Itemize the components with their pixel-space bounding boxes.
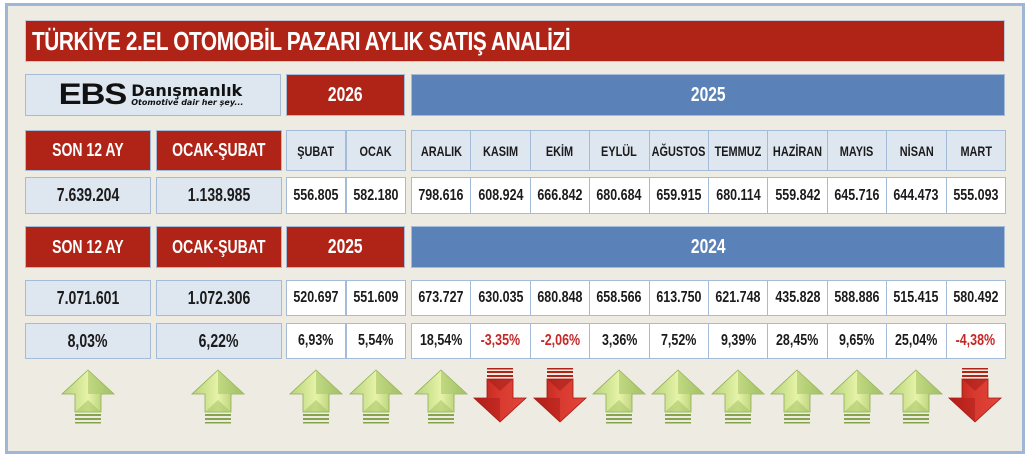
month-value: 659.915: [648, 177, 709, 214]
down-arrow-icon: [473, 368, 528, 423]
month-value: 680.684: [589, 177, 650, 214]
month-header: ŞUBAT: [286, 130, 346, 171]
change-value: 9,39%: [708, 323, 769, 359]
month-value: 621.748: [708, 280, 769, 316]
month-header: KASIM: [470, 130, 531, 171]
year-header-2025-b: 2025: [286, 226, 405, 268]
ebs-logo: EBS Danışmanlık Otomotive dair her şey..…: [25, 74, 281, 116]
month-value: 551.609: [345, 280, 406, 316]
up-arrow-icon: [190, 369, 246, 424]
up-arrow-icon: [710, 369, 765, 424]
change-value: 3,36%: [589, 323, 650, 359]
header-son-12-ay-2: SON 12 AY: [25, 226, 151, 268]
up-arrow-icon: [348, 369, 404, 424]
year-header-2024: 2024: [411, 226, 1005, 268]
change-value: 25,04%: [886, 323, 947, 359]
change-son-12-ay: 8,03%: [25, 323, 151, 359]
month-value: 644.473: [886, 177, 947, 214]
month-value: 666.842: [529, 177, 591, 214]
month-header: EKİM: [529, 130, 591, 171]
month-value: 798.616: [411, 177, 472, 214]
change-value: 28,45%: [767, 323, 828, 359]
month-header: NİSAN: [886, 130, 947, 171]
change-value: 6,93%: [286, 323, 346, 359]
value-ocak-subat-2025: 1.072.306: [156, 280, 282, 316]
down-arrow-icon: [532, 368, 587, 423]
up-arrow-icon: [888, 369, 943, 424]
value-son-12-ay-2026: 7.639.204: [25, 177, 151, 214]
month-value: 645.716: [826, 177, 888, 214]
up-arrow-icon: [413, 369, 468, 424]
month-value: 588.886: [826, 280, 888, 316]
logo-brand: EBS: [58, 78, 127, 111]
up-arrow-icon: [829, 369, 884, 424]
up-arrow-icon: [770, 369, 825, 424]
change-value: 7,52%: [648, 323, 709, 359]
month-value: 630.035: [470, 280, 531, 316]
month-header: ARALIK: [411, 130, 472, 171]
header-ocak-subat-2: OCAK-ŞUBAT: [156, 226, 282, 268]
year-header-2026: 2026: [286, 74, 405, 116]
logo-tagline: Otomotive dair her şey...: [131, 98, 244, 107]
value-ocak-subat-2026: 1.138.985: [156, 177, 282, 214]
month-value: 435.828: [767, 280, 828, 316]
up-arrow-icon: [288, 369, 344, 424]
month-value: 608.924: [470, 177, 531, 214]
change-ocak-subat: 6,22%: [156, 323, 282, 359]
month-value: 613.750: [648, 280, 709, 316]
month-value: 673.727: [411, 280, 472, 316]
up-arrow-icon: [60, 369, 116, 424]
month-value: 582.180: [345, 177, 406, 214]
change-value: -2,06%: [529, 323, 591, 359]
change-value: 18,54%: [411, 323, 472, 359]
change-value: -3,35%: [470, 323, 531, 359]
year-header-2025: 2025: [411, 74, 1005, 116]
change-value: -4,38%: [945, 323, 1006, 359]
logo-name: Danışmanlık: [131, 81, 243, 100]
up-arrow-icon: [651, 369, 706, 424]
month-value: 580.492: [945, 280, 1006, 316]
down-arrow-icon: [948, 368, 1003, 423]
month-header: HAZİRAN: [767, 130, 828, 171]
change-value: 9,65%: [826, 323, 888, 359]
change-value: 5,54%: [345, 323, 406, 359]
month-header: MAYIS: [826, 130, 888, 171]
month-value: 555.093: [945, 177, 1006, 214]
month-header: TEMMUZ: [708, 130, 769, 171]
month-value: 515.415: [886, 280, 947, 316]
header-son-12-ay: SON 12 AY: [25, 130, 151, 171]
month-header: OCAK: [345, 130, 406, 171]
month-value: 658.566: [589, 280, 650, 316]
month-header: MART: [945, 130, 1006, 171]
up-arrow-icon: [591, 369, 646, 424]
month-value: 680.114: [708, 177, 769, 214]
month-value: 556.805: [286, 177, 346, 214]
value-son-12-ay-2025: 7.071.601: [25, 280, 151, 316]
month-value: 559.842: [767, 177, 828, 214]
month-header: AĞUSTOS: [648, 130, 709, 171]
month-value: 520.697: [286, 280, 346, 316]
page-title: TÜRKİYE 2.EL OTOMOBİL PAZARI AYLIK SATIŞ…: [25, 20, 1005, 62]
month-value: 680.848: [529, 280, 591, 316]
header-ocak-subat: OCAK-ŞUBAT: [156, 130, 282, 171]
month-header: EYLÜL: [589, 130, 650, 171]
